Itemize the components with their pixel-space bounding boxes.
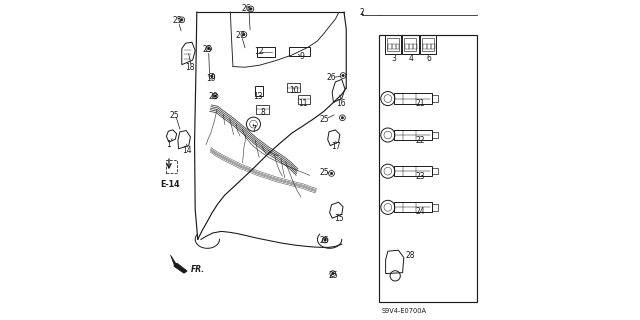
Text: 8: 8 bbox=[260, 108, 266, 116]
Text: 27: 27 bbox=[236, 31, 246, 40]
Bar bbox=[432, 95, 438, 102]
Text: FR.: FR. bbox=[191, 265, 205, 274]
Text: 25: 25 bbox=[328, 271, 339, 280]
Circle shape bbox=[324, 239, 326, 241]
Bar bbox=[409, 44, 413, 49]
Bar bbox=[298, 95, 310, 104]
Bar bbox=[394, 130, 432, 140]
Text: 28: 28 bbox=[406, 251, 415, 260]
Text: 12: 12 bbox=[254, 47, 263, 56]
Text: 16: 16 bbox=[336, 99, 346, 108]
Bar bbox=[289, 47, 310, 56]
Text: 25: 25 bbox=[173, 16, 182, 25]
Bar bbox=[413, 44, 417, 49]
Bar bbox=[166, 160, 177, 173]
Circle shape bbox=[207, 47, 210, 50]
Text: 11: 11 bbox=[299, 99, 308, 108]
Bar bbox=[387, 38, 399, 51]
Bar bbox=[396, 44, 399, 49]
Text: 25: 25 bbox=[319, 168, 329, 177]
Bar bbox=[405, 44, 409, 49]
Text: 2: 2 bbox=[360, 8, 365, 17]
Text: 18: 18 bbox=[186, 63, 195, 72]
Bar bbox=[404, 38, 416, 51]
Text: S9V4-E0700A: S9V4-E0700A bbox=[381, 308, 427, 314]
Bar bbox=[257, 47, 275, 57]
Text: 25: 25 bbox=[320, 115, 330, 124]
Bar bbox=[431, 44, 435, 49]
Bar bbox=[394, 166, 432, 176]
Text: 20: 20 bbox=[209, 92, 219, 101]
Bar bbox=[392, 44, 396, 49]
Text: 7: 7 bbox=[251, 125, 256, 134]
Text: 15: 15 bbox=[333, 214, 344, 223]
Circle shape bbox=[243, 33, 245, 36]
Bar bbox=[402, 35, 419, 54]
Circle shape bbox=[250, 8, 252, 10]
Text: 3: 3 bbox=[391, 54, 396, 63]
Bar bbox=[427, 44, 431, 49]
Bar bbox=[432, 132, 438, 138]
Bar bbox=[287, 83, 300, 92]
Circle shape bbox=[332, 272, 334, 275]
Bar bbox=[255, 86, 263, 96]
Bar bbox=[388, 44, 392, 49]
Bar bbox=[385, 35, 401, 54]
Text: 25: 25 bbox=[170, 111, 179, 120]
Text: 4: 4 bbox=[409, 54, 413, 63]
Circle shape bbox=[214, 95, 216, 97]
Text: 22: 22 bbox=[415, 136, 424, 145]
Text: 9: 9 bbox=[299, 52, 304, 61]
Text: 25: 25 bbox=[202, 45, 212, 54]
Text: 21: 21 bbox=[415, 99, 424, 108]
Text: 17: 17 bbox=[331, 142, 341, 151]
Bar bbox=[394, 202, 432, 212]
Text: 1: 1 bbox=[166, 140, 172, 148]
Bar bbox=[420, 35, 436, 54]
Text: 19: 19 bbox=[205, 74, 216, 83]
Text: 23: 23 bbox=[415, 172, 425, 181]
Text: E-14: E-14 bbox=[160, 180, 179, 188]
Polygon shape bbox=[170, 255, 187, 273]
Circle shape bbox=[180, 19, 183, 21]
Circle shape bbox=[342, 74, 344, 77]
Text: 13: 13 bbox=[253, 92, 262, 100]
Text: 6: 6 bbox=[426, 54, 431, 63]
Bar bbox=[432, 168, 438, 174]
Circle shape bbox=[341, 116, 344, 119]
Bar bbox=[422, 38, 434, 51]
Bar bbox=[432, 204, 438, 211]
Text: 26: 26 bbox=[241, 4, 252, 13]
Text: 14: 14 bbox=[182, 146, 192, 155]
Circle shape bbox=[211, 75, 213, 77]
Bar bbox=[256, 105, 269, 114]
Bar bbox=[380, 35, 477, 302]
Bar bbox=[394, 93, 432, 104]
Text: 25: 25 bbox=[319, 236, 330, 245]
Text: 26: 26 bbox=[326, 73, 336, 82]
Text: 10: 10 bbox=[289, 86, 299, 95]
Bar bbox=[423, 44, 427, 49]
Circle shape bbox=[330, 172, 333, 175]
Text: 24: 24 bbox=[415, 207, 425, 216]
